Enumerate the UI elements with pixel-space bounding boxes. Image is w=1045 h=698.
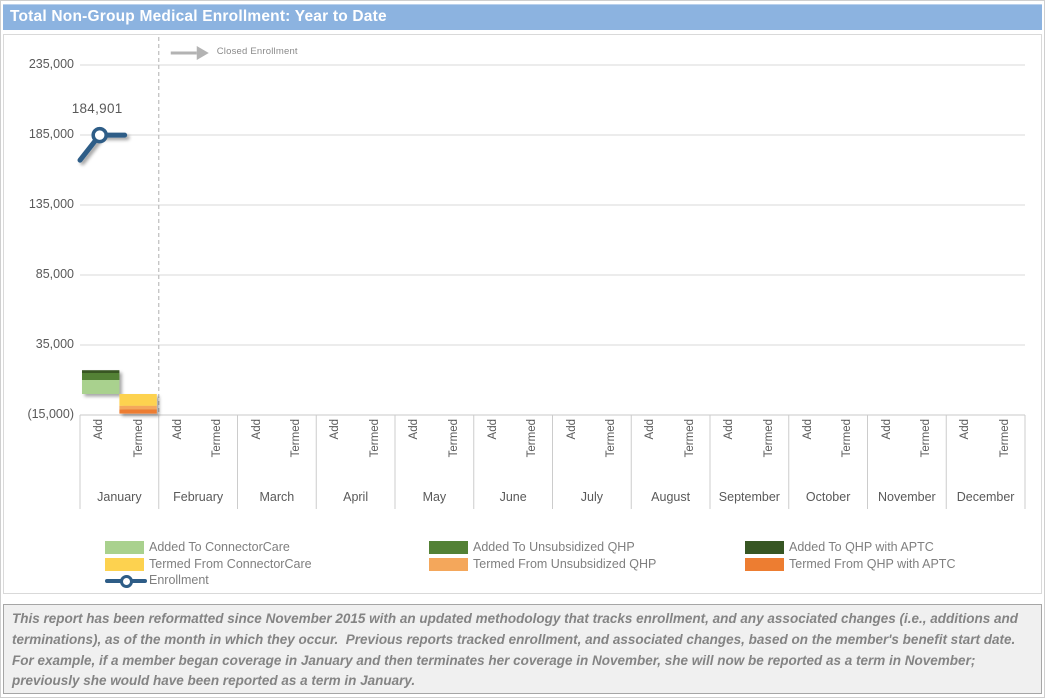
chart-area: 235,000 185,000 135,000 85,000 35,000 (15,000… [3, 34, 1042, 594]
legend-label: Termed From QHP with APTC [789, 557, 956, 571]
x-axis-subcategory-label: Add [801, 419, 814, 440]
y-axis-tick-label: 235,000 [28, 57, 74, 71]
y-axis-tick-label: 35,000 [35, 337, 74, 351]
bar-january-termed [119, 394, 157, 414]
x-axis-subcategory-label: Termed [841, 419, 854, 458]
x-axis-month-label: May [422, 490, 447, 504]
legend-swatch [745, 558, 784, 571]
y-axis-tick-label: (15,000) [27, 407, 74, 421]
x-axis-subcategory-label: Add [250, 419, 263, 440]
x-axis-month-label: April [343, 490, 369, 504]
bar-segment [119, 405, 157, 410]
y-axis-tick-label: 185,000 [28, 127, 74, 141]
bar-segment [119, 409, 157, 414]
y-axis-tick-label: 135,000 [28, 197, 74, 211]
x-axis-month-label: March [259, 490, 295, 504]
x-axis-month-label: June [499, 490, 527, 504]
legend-label: Added To Unsubsidized QHP [473, 540, 635, 554]
y-axis-tick-label: 85,000 [35, 267, 74, 281]
x-axis-month-label: October [805, 490, 851, 504]
legend-swatch [429, 558, 468, 571]
x-axis-subcategory-label: Add [486, 419, 499, 440]
legend-label: Added To ConnectorCare [149, 540, 290, 554]
x-axis-subcategory-label: Add [723, 419, 736, 440]
x-axis-subcategory-label: Termed [526, 419, 539, 458]
footer-note: This report has been reformatted since N… [3, 604, 1042, 694]
x-axis-month-label: July [580, 490, 603, 504]
legend-label: Termed From ConnectorCare [149, 557, 312, 571]
chart-title: Total Non-Group Medical Enrollment: Year… [10, 8, 387, 25]
x-axis-month-label: February [173, 490, 224, 504]
enrollment-data-label: 184,901 [71, 101, 123, 117]
x-axis-subcategory-label: Termed [211, 419, 224, 458]
chart-title-bar: Total Non-Group Medical Enrollment: Year… [3, 4, 1042, 30]
closed-enrollment-arrow-head [196, 46, 209, 60]
x-axis-subcategory-label: Termed [368, 419, 381, 458]
x-axis-subcategory-label: Add [171, 419, 184, 440]
bar-segment [119, 394, 157, 406]
x-axis-subcategory-label: Add [565, 419, 578, 440]
x-axis-subcategory-label: Termed [683, 419, 696, 458]
x-axis-month-label: January [97, 490, 142, 504]
legend-label: Enrollment [149, 573, 209, 587]
chart-canvas [77, 37, 1026, 509]
bar-segment [82, 380, 120, 394]
x-axis-month-label: August [651, 490, 691, 504]
x-axis-subcategory-label: Termed [447, 419, 460, 458]
x-axis-subcategory-label: Termed [132, 419, 145, 458]
x-axis-subcategory-label: Termed [998, 419, 1011, 458]
x-axis-subcategory-label: Termed [605, 419, 618, 458]
legend-swatch [105, 541, 144, 554]
x-axis-subcategory-label: Add [93, 419, 106, 440]
legend-swatch [429, 541, 468, 554]
x-axis-subcategory-label: Termed [290, 419, 303, 458]
x-axis-subcategory-label: Add [644, 419, 657, 440]
enrollment-marker [91, 126, 108, 144]
legend-swatch [105, 558, 144, 571]
closed-enrollment-annotation: Closed Enrollment [216, 46, 298, 57]
x-axis-subcategory-label: Termed [762, 419, 775, 458]
x-axis-subcategory-label: Add [329, 419, 342, 440]
legend-label: Added To QHP with APTC [789, 540, 934, 554]
legend-marker-icon [120, 575, 133, 588]
bar-segment [82, 373, 120, 380]
legend-label: Termed From Unsubsidized QHP [473, 557, 657, 571]
x-axis-subcategory-label: Termed [920, 419, 933, 458]
x-axis-month-label: September [718, 490, 780, 504]
x-axis-month-label: November [878, 490, 936, 504]
x-axis-month-label: December [956, 490, 1015, 504]
x-axis-subcategory-label: Add [408, 419, 421, 440]
bar-segment [82, 370, 120, 373]
legend-swatch [745, 541, 784, 554]
x-axis-subcategory-label: Add [880, 419, 893, 440]
bar-january-add [82, 370, 120, 394]
x-axis-subcategory-label: Add [959, 419, 972, 440]
